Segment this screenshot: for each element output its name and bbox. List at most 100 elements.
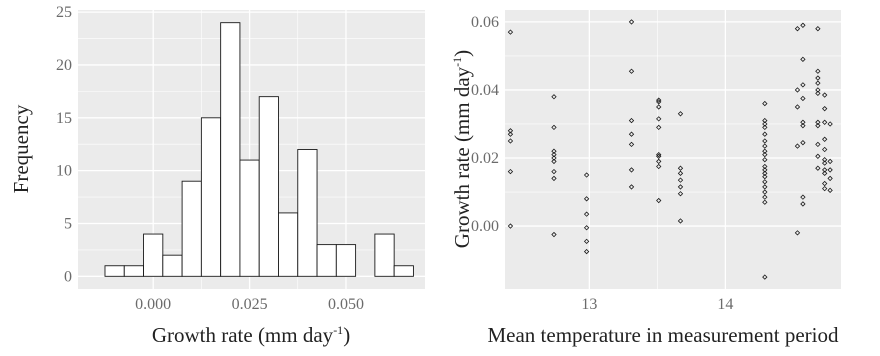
scatter-point [800, 22, 806, 28]
x-tick-label: 13 [581, 296, 597, 313]
scatter-point [551, 158, 557, 165]
scatter-point [628, 141, 635, 148]
scatter-point [822, 92, 828, 98]
scatter-x-tick-labels: 13 14 [581, 296, 733, 313]
scatter-point [815, 141, 821, 148]
scatter-point [794, 143, 801, 149]
scatter-point [762, 124, 768, 131]
y-tick-label: 0.00 [471, 218, 499, 235]
scatter-point [762, 199, 768, 205]
scatter-point [822, 146, 828, 153]
histogram-bar [316, 244, 337, 277]
histogram-bar [335, 244, 357, 277]
scatter-y-tick-labels: 0.00 0.02 0.04 0.06 [471, 14, 499, 235]
scatter-point [677, 111, 684, 117]
scatter-point [628, 19, 635, 25]
histogram-bar [104, 265, 125, 277]
scatter-point [762, 117, 768, 124]
x-tick-label: 14 [717, 296, 733, 313]
scatter-point [822, 136, 828, 142]
scatter-point [551, 168, 557, 175]
scatter-point [677, 184, 684, 190]
histogram-bar [220, 22, 241, 277]
scatter-point [827, 121, 833, 127]
scatter-point [762, 121, 768, 127]
scatter-point [677, 165, 684, 171]
scatter-point [822, 180, 828, 187]
y-tick-label: 10 [56, 163, 72, 180]
scatter-point [656, 99, 662, 105]
scatter-point [822, 167, 828, 173]
y-tick-label: 0 [64, 268, 72, 285]
scatter-point [677, 177, 684, 183]
scatter-point [815, 119, 821, 125]
scatter-point [656, 97, 662, 103]
scatter-point [551, 175, 557, 182]
x-tick-label: 0.000 [135, 296, 171, 313]
scatter-point [827, 187, 833, 193]
scatter-point [677, 218, 684, 224]
scatter-point [762, 170, 768, 176]
scatter-point [551, 155, 557, 161]
histogram-y-axis-title: Frequency [9, 104, 33, 193]
scatter-point [800, 56, 806, 63]
y-tick-label: 15 [56, 110, 72, 127]
scatter-point [507, 128, 514, 134]
scatter-point [822, 185, 828, 192]
scatter-point [822, 106, 828, 112]
scatter-point [800, 201, 806, 207]
scatter-point [762, 100, 768, 107]
scatter-point [762, 138, 768, 144]
scatter-point [628, 117, 635, 124]
scatter-point [822, 119, 828, 125]
histogram-bar [143, 233, 164, 277]
scatter-point [656, 116, 662, 122]
histogram-bar [393, 265, 414, 277]
scatter-point [628, 167, 635, 173]
histogram-bar [297, 149, 318, 277]
scatter-point [656, 163, 662, 170]
scatter-point [656, 158, 662, 165]
scatter-point [762, 151, 768, 158]
scatter-point [507, 168, 514, 175]
scatter-point [551, 151, 557, 158]
scatter-point [794, 26, 801, 32]
scatter-point [800, 95, 806, 102]
y-tick-label: 5 [64, 215, 72, 232]
scatter-point [583, 238, 590, 245]
histogram-x-tick-labels: 0.000 0.025 0.050 [135, 296, 364, 313]
scatter-point [762, 179, 768, 185]
scatter-chart: 13 14 0.00 0.02 0.04 0.06 Mean temperature i… [450, 10, 841, 347]
histogram-chart: 0.000 0.025 0.050 0 5 10 15 20 25 Growth rate (… [9, 4, 425, 347]
scatter-point [762, 174, 768, 180]
histogram-bar [239, 159, 260, 277]
scatter-point [827, 167, 833, 173]
scatter-point [656, 151, 662, 158]
scatter-point [762, 131, 768, 137]
scatter-point [507, 29, 514, 35]
histogram-bar [258, 96, 279, 277]
histogram-bar [181, 180, 202, 277]
scatter-points [507, 19, 833, 280]
scatter-point [815, 68, 821, 74]
scatter-point [656, 104, 662, 110]
scatter-gridlines [505, 10, 841, 289]
x-tick-label: 0.025 [232, 296, 268, 313]
scatter-point [583, 196, 590, 202]
scatter-point [800, 82, 806, 88]
scatter-point [822, 170, 828, 176]
scatter-point [815, 123, 821, 129]
scatter-point [815, 26, 821, 32]
scatter-point [628, 131, 635, 137]
y-tick-label: 20 [56, 57, 72, 74]
scatter-point [800, 194, 806, 200]
scatter-point [583, 172, 590, 178]
scatter-point [628, 68, 635, 74]
scatter-point [815, 165, 821, 171]
scatter-point [551, 124, 557, 131]
y-tick-label: 0.06 [471, 14, 499, 31]
scatter-point [794, 230, 801, 236]
scatter-point [762, 157, 768, 163]
scatter-x-axis-title: Mean temperature in measurement period [487, 323, 839, 347]
histogram-bar [123, 265, 144, 277]
